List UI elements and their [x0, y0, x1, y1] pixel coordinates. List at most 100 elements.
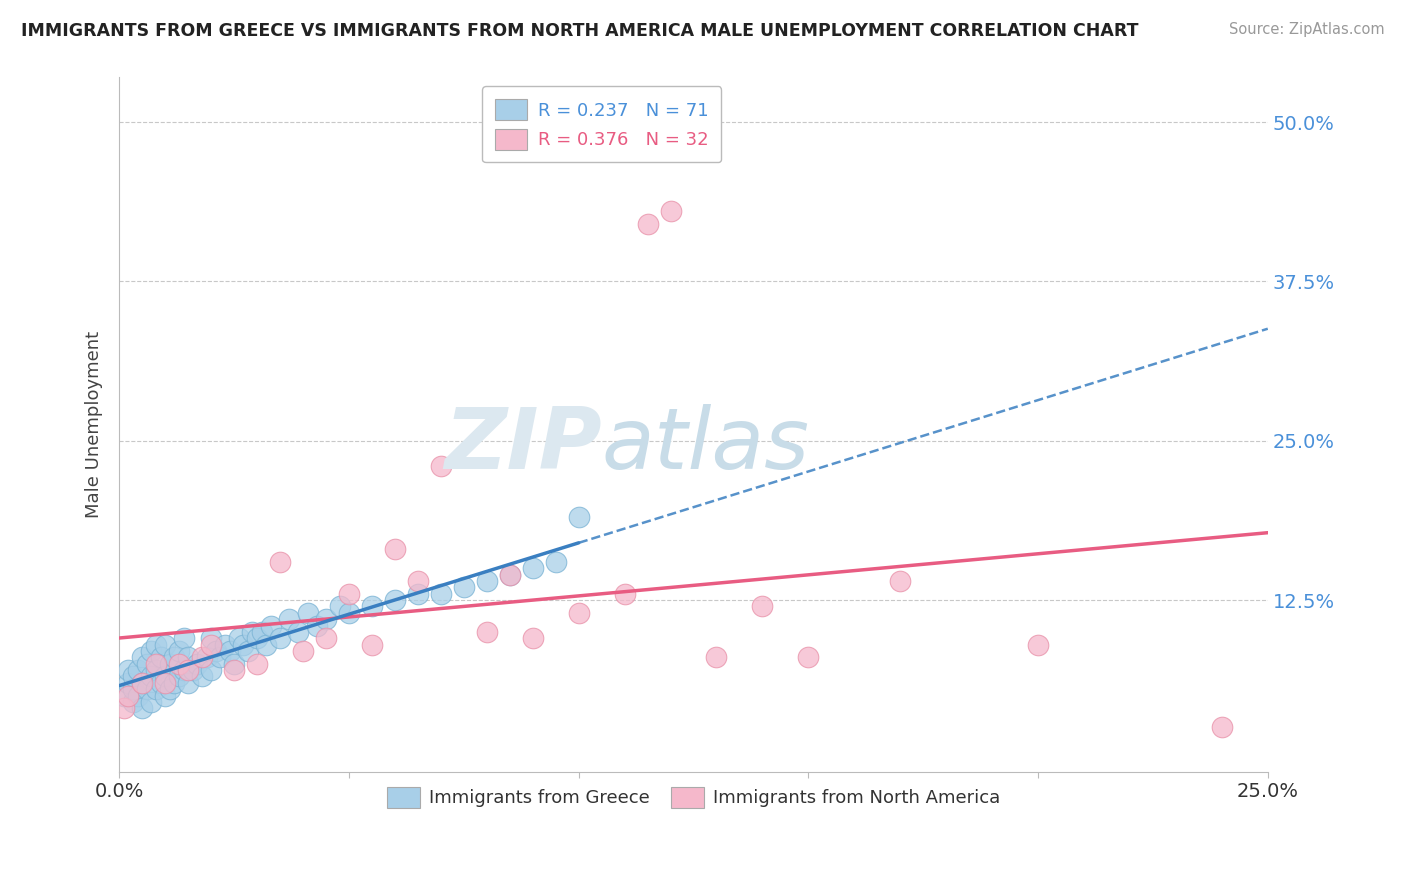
Point: [195, 650, 218, 665]
Point: [135, 682, 157, 697]
Point: [131, 676, 153, 690]
Point: [112, 701, 135, 715]
Point: [159, 657, 181, 671]
Point: [214, 638, 236, 652]
Point: [173, 632, 195, 646]
Point: [613, 587, 636, 601]
Point: [159, 682, 181, 697]
Point: [112, 689, 135, 703]
Point: [797, 650, 820, 665]
Text: ZIP: ZIP: [444, 404, 602, 487]
Legend: Immigrants from Greece, Immigrants from North America: Immigrants from Greece, Immigrants from …: [380, 780, 1007, 815]
Point: [155, 638, 177, 652]
Point: [177, 650, 200, 665]
Point: [315, 612, 337, 626]
Point: [246, 632, 269, 646]
Point: [337, 587, 360, 601]
Point: [246, 657, 269, 671]
Point: [430, 587, 453, 601]
Point: [145, 657, 167, 671]
Point: [141, 695, 163, 709]
Point: [145, 638, 167, 652]
Point: [186, 657, 208, 671]
Point: [127, 663, 149, 677]
Point: [568, 606, 591, 620]
Point: [269, 632, 291, 646]
Point: [430, 459, 453, 474]
Point: [499, 567, 522, 582]
Point: [145, 682, 167, 697]
Point: [200, 663, 222, 677]
Point: [155, 689, 177, 703]
Point: [475, 574, 498, 588]
Point: [191, 669, 214, 683]
Point: [361, 599, 384, 614]
Point: [127, 689, 149, 703]
Point: [475, 624, 498, 639]
Point: [406, 574, 429, 588]
Point: [155, 669, 177, 683]
Point: [544, 555, 567, 569]
Point: [337, 606, 360, 620]
Point: [260, 618, 283, 632]
Point: [131, 676, 153, 690]
Point: [453, 580, 475, 594]
Point: [278, 612, 301, 626]
Point: [242, 624, 264, 639]
Point: [191, 650, 214, 665]
Point: [177, 663, 200, 677]
Point: [131, 650, 153, 665]
Point: [122, 695, 145, 709]
Point: [329, 599, 352, 614]
Text: Source: ZipAtlas.com: Source: ZipAtlas.com: [1229, 22, 1385, 37]
Point: [155, 676, 177, 690]
Point: [1211, 721, 1233, 735]
Point: [659, 204, 682, 219]
Point: [167, 669, 190, 683]
Point: [209, 650, 232, 665]
Point: [522, 632, 544, 646]
Point: [292, 644, 315, 658]
Point: [224, 663, 246, 677]
Point: [122, 682, 145, 697]
Point: [218, 644, 240, 658]
Point: [254, 638, 277, 652]
Point: [200, 632, 222, 646]
Point: [499, 567, 522, 582]
Point: [1026, 638, 1049, 652]
Point: [145, 663, 167, 677]
Point: [269, 555, 291, 569]
Point: [236, 644, 259, 658]
Point: [384, 593, 406, 607]
Point: [122, 669, 145, 683]
Point: [149, 676, 172, 690]
Point: [315, 632, 337, 646]
Point: [305, 618, 328, 632]
Point: [384, 542, 406, 557]
Point: [163, 676, 186, 690]
Text: atlas: atlas: [602, 404, 810, 487]
Point: [204, 644, 226, 658]
Point: [167, 644, 190, 658]
Point: [406, 587, 429, 601]
Point: [224, 657, 246, 671]
Point: [167, 657, 190, 671]
Point: [889, 574, 911, 588]
Point: [117, 663, 139, 677]
Point: [232, 638, 254, 652]
Point: [228, 632, 250, 646]
Point: [117, 689, 139, 703]
Point: [163, 650, 186, 665]
Point: [637, 217, 659, 231]
Y-axis label: Male Unemployment: Male Unemployment: [86, 331, 103, 518]
Text: IMMIGRANTS FROM GREECE VS IMMIGRANTS FROM NORTH AMERICA MALE UNEMPLOYMENT CORREL: IMMIGRANTS FROM GREECE VS IMMIGRANTS FRO…: [21, 22, 1139, 40]
Point: [297, 606, 319, 620]
Point: [250, 624, 273, 639]
Point: [361, 638, 384, 652]
Point: [522, 561, 544, 575]
Point: [141, 669, 163, 683]
Point: [131, 701, 153, 715]
Point: [287, 624, 309, 639]
Point: [149, 650, 172, 665]
Point: [568, 510, 591, 524]
